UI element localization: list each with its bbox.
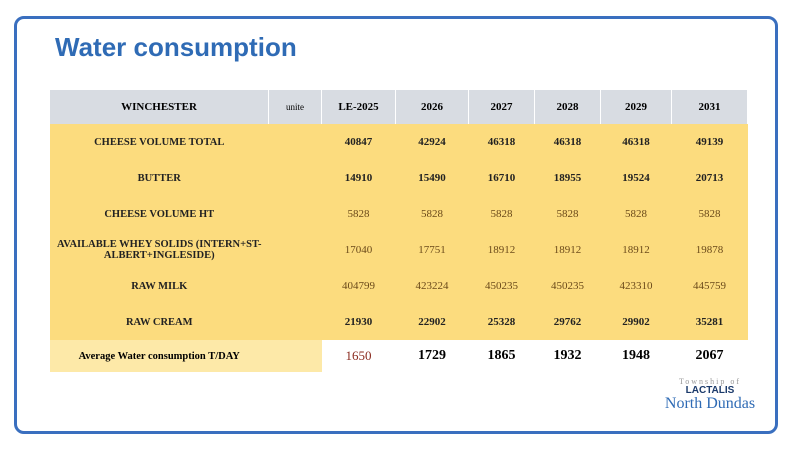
- value-cell: 49139: [671, 124, 748, 160]
- value-cell: 15490: [395, 160, 469, 196]
- value-cell: 40847: [321, 124, 396, 160]
- unit-cell: [268, 304, 322, 340]
- slide-frame: [14, 16, 778, 434]
- value-cell: 450235: [534, 268, 601, 304]
- table-row: AVAILABLE WHEY SOLIDS (INTERN+ST-ALBERT+…: [50, 232, 748, 268]
- row-label: AVAILABLE WHEY SOLIDS (INTERN+ST-ALBERT+…: [50, 232, 269, 268]
- value-cell: 19524: [600, 160, 672, 196]
- row-label: RAW MILK: [50, 268, 269, 304]
- value-cell: 29902: [600, 304, 672, 340]
- value-cell: 423224: [395, 268, 469, 304]
- value-cell: 18955: [534, 160, 601, 196]
- unit-cell: [268, 196, 322, 232]
- value-cell: 445759: [671, 268, 748, 304]
- title: Water consumption: [55, 32, 297, 62]
- value-cell: 14910: [321, 160, 396, 196]
- table-row: BUTTER 14910 15490 16710 18955 19524 20713: [50, 160, 748, 196]
- value-cell: 25328: [468, 304, 535, 340]
- value-cell: 42924: [395, 124, 469, 160]
- table-row: RAW MILK 404799 423224 450235 450235 423310 44…: [50, 268, 748, 304]
- row-label: Average Water consumption T/DAY: [50, 340, 269, 372]
- value-cell: 5828: [671, 196, 748, 232]
- value-cell: 18912: [468, 232, 535, 268]
- row-label: BUTTER: [50, 160, 269, 196]
- value-cell: 18912: [534, 232, 601, 268]
- header-row: WINCHESTER unite LE-2025 2026 2027 2028 2029 20…: [50, 90, 748, 124]
- data-table: WINCHESTER unite LE-2025 2026 2027 2028 2029 20…: [50, 90, 748, 372]
- value-cell: 1729: [395, 340, 469, 372]
- value-cell: 1865: [468, 340, 535, 372]
- value-cell: 1932: [534, 340, 601, 372]
- column-header: WINCHESTER: [50, 90, 269, 124]
- value-cell: 17040: [321, 232, 396, 268]
- column-header: 2027: [468, 90, 535, 124]
- value-cell: 5828: [321, 196, 396, 232]
- value-cell: 423310: [600, 268, 672, 304]
- value-cell: 22902: [395, 304, 469, 340]
- value-cell: 5828: [534, 196, 601, 232]
- value-cell: 17751: [395, 232, 469, 268]
- value-cell: 450235: [468, 268, 535, 304]
- table-row: CHEESE VOLUME TOTAL 40847 42924 46318 46318 4…: [50, 124, 748, 160]
- row-label: CHEESE VOLUME TOTAL: [50, 124, 269, 160]
- unit-cell: [268, 232, 322, 268]
- value-cell: 46318: [468, 124, 535, 160]
- unit-cell: [268, 160, 322, 196]
- value-cell: 404799: [321, 268, 396, 304]
- value-cell: 19878: [671, 232, 748, 268]
- value-cell: 20713: [671, 160, 748, 196]
- column-header: 2031: [671, 90, 748, 124]
- column-header: LE-2025: [321, 90, 396, 124]
- value-cell: 5828: [395, 196, 469, 232]
- value-cell: 18912: [600, 232, 672, 268]
- logo-township: Township of: [678, 377, 742, 386]
- value-cell: 29762: [534, 304, 601, 340]
- value-cell: 1650: [321, 340, 396, 372]
- table-row: Average Water consumption T/DAY 1650 1729 1…: [50, 340, 748, 372]
- logo-name: North Dundas: [664, 395, 756, 412]
- row-label: RAW CREAM: [50, 304, 269, 340]
- unit-cell: [268, 268, 322, 304]
- value-cell: 2067: [671, 340, 748, 372]
- value-cell: 46318: [534, 124, 601, 160]
- column-header: unite: [268, 90, 322, 124]
- unit-cell: [268, 124, 322, 160]
- logo: Township of LACTALIS North Dundas: [650, 378, 770, 412]
- value-cell: 16710: [468, 160, 535, 196]
- row-label: CHEESE VOLUME HT: [50, 196, 269, 232]
- column-header: 2028: [534, 90, 601, 124]
- value-cell: 1948: [600, 340, 672, 372]
- logo-company: LACTALIS: [685, 385, 735, 396]
- unit-cell: [268, 340, 322, 372]
- table-row: RAW CREAM 21930 22902 25328 29762 29902 35281: [50, 304, 748, 340]
- value-cell: 21930: [321, 304, 396, 340]
- value-cell: 46318: [600, 124, 672, 160]
- column-header: 2029: [600, 90, 672, 124]
- column-header: 2026: [395, 90, 469, 124]
- value-cell: 5828: [600, 196, 672, 232]
- value-cell: 35281: [671, 304, 748, 340]
- value-cell: 5828: [468, 196, 535, 232]
- table-row: CHEESE VOLUME HT 5828 5828 5828 5828 5828 5828: [50, 196, 748, 232]
